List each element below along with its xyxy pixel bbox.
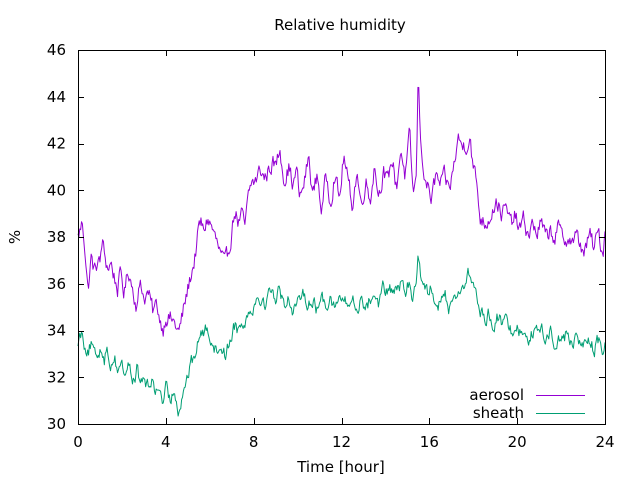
y-tick-label: 30 (47, 415, 66, 433)
y-tick-label: 40 (47, 181, 66, 199)
chart-title: Relative humidity (274, 16, 406, 34)
x-tick-label: 8 (249, 433, 259, 451)
y-tick-label: 42 (47, 135, 66, 153)
y-tick-label: 34 (47, 322, 66, 340)
legend-label-sheath: sheath (473, 404, 524, 422)
x-tick-label: 16 (420, 433, 439, 451)
tick-labels: 0 4 8 12 16 20 24 30 32 34 36 38 40 42 44 46 (47, 41, 615, 451)
series-line-sheath (77, 255, 606, 417)
series-line-aerosol (77, 86, 606, 337)
plot-frame (78, 50, 606, 425)
y-tick-label: 32 (47, 368, 66, 386)
y-tick-label: 46 (47, 41, 66, 59)
series-layer (77, 86, 606, 417)
x-tick-label: 24 (595, 433, 614, 451)
x-tick-label: 20 (508, 433, 527, 451)
y-tick-label: 38 (47, 228, 66, 246)
y-tick-label: 36 (47, 275, 66, 293)
y-axis-label: % (6, 230, 24, 244)
x-tick-label: 4 (161, 433, 171, 451)
y-tick-label: 44 (47, 88, 66, 106)
legend-label-aerosol: aerosol (469, 386, 524, 404)
x-tick-label: 0 (73, 433, 83, 451)
x-tick-label: 12 (332, 433, 351, 451)
x-axis-label: Time [hour] (296, 458, 385, 476)
